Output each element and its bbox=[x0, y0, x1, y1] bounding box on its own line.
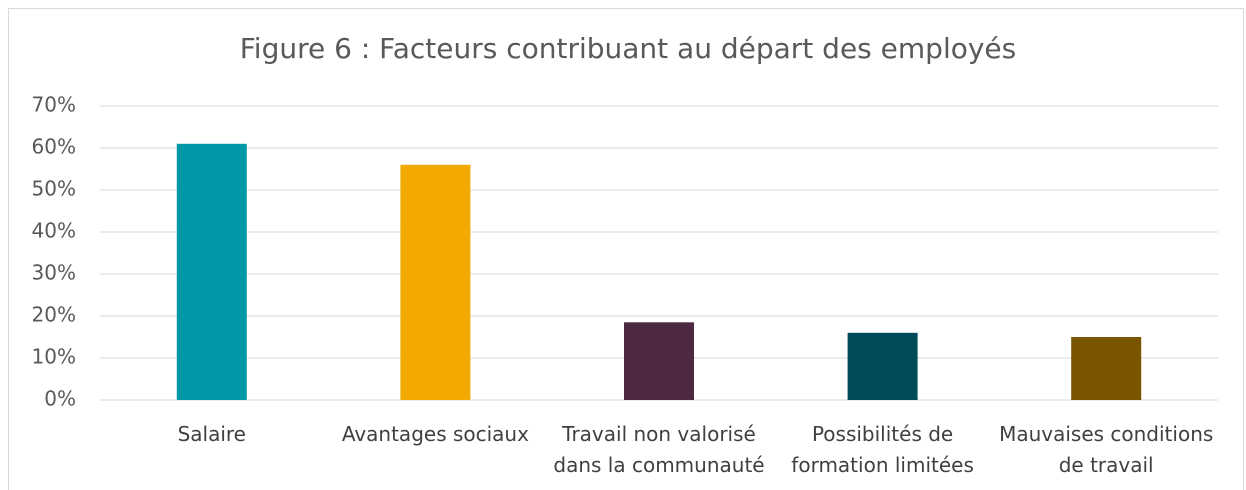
bar bbox=[1071, 337, 1142, 400]
x-tick-label: Avantages sociaux bbox=[341, 422, 529, 446]
bar bbox=[176, 143, 247, 401]
y-tick-label: 50% bbox=[32, 177, 76, 201]
x-tick-label: Salaire bbox=[177, 422, 246, 446]
bar bbox=[624, 322, 694, 400]
x-tick-label: Mauvaises conditions de travail bbox=[999, 422, 1214, 477]
y-tick-label: 20% bbox=[32, 303, 76, 327]
y-tick-label: 10% bbox=[32, 345, 76, 369]
x-tick-label: Possibilités de formation limitées bbox=[791, 422, 974, 477]
bar bbox=[847, 332, 918, 400]
bar bbox=[400, 164, 471, 400]
y-tick-label: 0% bbox=[44, 387, 76, 411]
x-tick-label: Travail non valorisé dans la communauté bbox=[553, 422, 765, 477]
y-tick-label: 70% bbox=[32, 93, 76, 117]
y-tick-label: 30% bbox=[32, 261, 76, 285]
y-tick-label: 60% bbox=[32, 135, 76, 159]
chart-title: Figure 6 : Facteurs contribuant au dépar… bbox=[240, 32, 1017, 65]
y-tick-label: 40% bbox=[32, 219, 76, 243]
chart-border bbox=[8, 8, 1244, 490]
